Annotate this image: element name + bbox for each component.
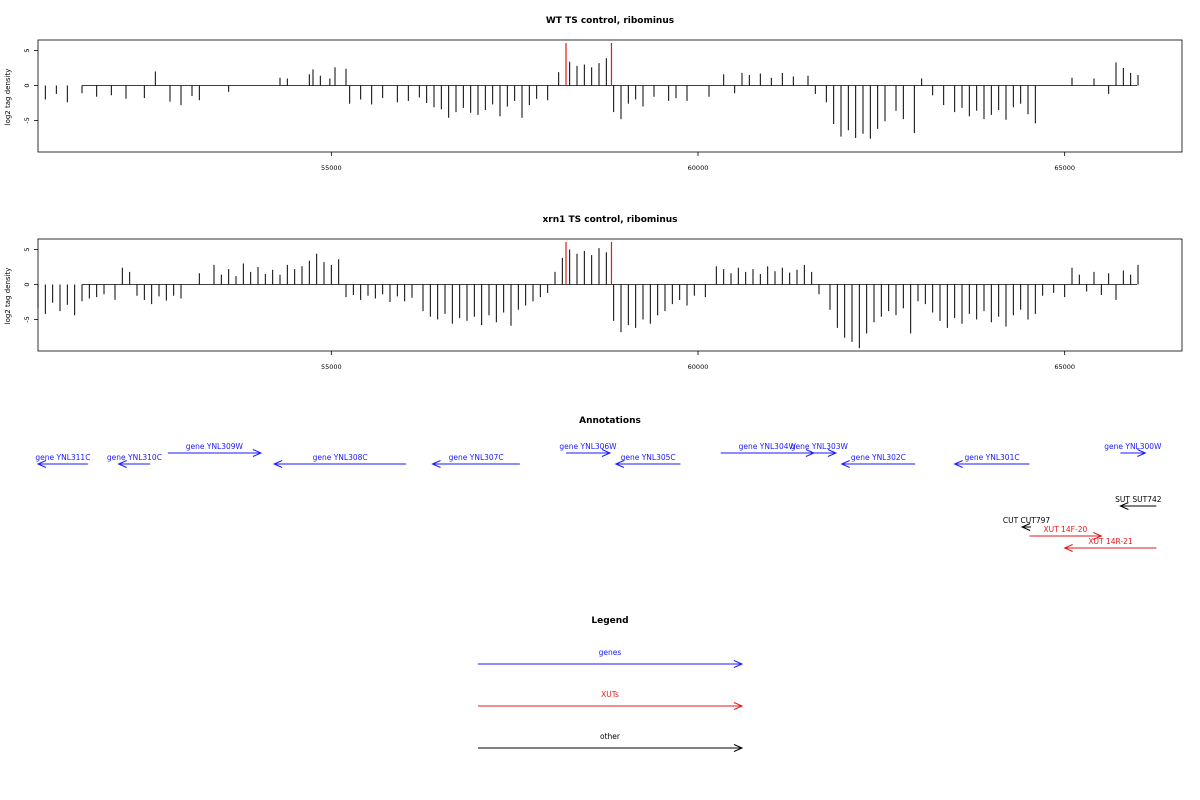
annotation-feature: SUT SUT742 — [1115, 495, 1162, 510]
arrowhead — [1093, 532, 1103, 540]
feature-label: gene YNL308C — [313, 453, 368, 462]
wt-track-xaxis: 55000 60000 65000 — [321, 152, 1075, 172]
annotation-features: gene YNL311C gene YNL310C gene YNL309W gene… — [35, 442, 1162, 552]
wt-track-bars — [44, 58, 1139, 139]
xrn1-track-xaxis: 55000 60000 65000 — [321, 351, 1075, 371]
arrowhead — [272, 460, 283, 468]
arrowhead — [840, 460, 850, 468]
feature-label: CUT CUT797 — [1003, 516, 1051, 525]
arrowhead — [252, 449, 263, 457]
feature-label: gene YNL301C — [965, 453, 1020, 462]
legend-title: Legend — [591, 616, 628, 626]
feature-label: SUT SUT742 — [1115, 495, 1162, 504]
feature-label: XUT 14F-20 — [1044, 525, 1088, 534]
xrn1-track-panel: xrn1 TS control, ribominus log2 tag dens… — [4, 215, 1183, 371]
feature-label: gene YNL300W — [1104, 442, 1162, 451]
annotation-feature: XUT 14R-21 — [1063, 537, 1157, 552]
legend-panel: Legend genes XUTs other — [478, 616, 744, 752]
arrowhead — [953, 460, 963, 468]
feature-label: gene YNL307C — [449, 453, 504, 462]
annotation-feature: CUT CUT797 — [1003, 516, 1051, 531]
arrowhead — [733, 660, 744, 668]
annotation-feature: gene YNL310C — [107, 453, 162, 468]
annotation-feature: gene YNL307C — [431, 453, 520, 468]
annotation-feature: gene YNL300W — [1104, 442, 1162, 457]
y-tick-label: 5 — [23, 247, 31, 251]
feature-label: gene YNL309W — [186, 442, 244, 451]
annotation-feature: gene YNL306W — [559, 442, 617, 457]
feature-label: gene YNL310C — [107, 453, 162, 462]
y-tick-label: -5 — [23, 316, 31, 322]
legend-items: genes XUTs other — [478, 648, 744, 752]
arrowhead — [36, 460, 47, 468]
arrowhead — [733, 744, 744, 752]
xrn1-track-highlights — [565, 242, 613, 285]
wt-track-frame — [37, 39, 1183, 153]
y-tick-label: 0 — [23, 83, 31, 87]
arrowhead — [1063, 544, 1073, 552]
xrn1-track-bars — [37, 248, 1139, 349]
arrowhead — [117, 460, 127, 468]
wt-track-highlights — [565, 43, 613, 86]
annotation-feature: gene YNL309W — [167, 442, 263, 457]
annotation-feature: gene YNL302C — [840, 453, 916, 468]
xrn1-track-title: xrn1 TS control, ribominus — [542, 215, 677, 225]
legend-item: genes — [478, 648, 744, 668]
x-tick-label: 55000 — [321, 164, 342, 172]
arrowhead — [1137, 449, 1147, 457]
annotation-feature: gene YNL303W — [791, 442, 849, 457]
wt-track-yaxis: -5 0 5 — [23, 48, 38, 124]
arrowhead — [614, 460, 625, 468]
legend-label: XUTs — [601, 690, 619, 699]
y-tick-label: 0 — [23, 282, 31, 286]
legend-item: other — [478, 732, 744, 752]
annotation-feature: XUT 14F-20 — [1029, 525, 1103, 540]
arrowhead — [827, 449, 838, 457]
wt-track-title: WT TS control, ribominus — [546, 16, 674, 26]
annotation-feature: gene YNL311C — [35, 453, 90, 468]
wt-track-ylabel: log2 tag density — [4, 69, 12, 126]
xrn1-track-ylabel: log2 tag density — [4, 268, 12, 325]
feature-label: XUT 14R-21 — [1088, 537, 1133, 546]
x-tick-label: 65000 — [1054, 164, 1075, 172]
y-tick-label: 5 — [23, 48, 31, 52]
feature-label: gene YNL302C — [851, 453, 906, 462]
y-tick-label: -5 — [23, 117, 31, 123]
x-tick-label: 65000 — [1054, 363, 1075, 371]
legend-item: XUTs — [478, 690, 744, 710]
annotation-feature: gene YNL305C — [614, 453, 681, 468]
feature-label: gene YNL303W — [791, 442, 849, 451]
feature-label: gene YNL305C — [621, 453, 676, 462]
x-tick-label: 60000 — [688, 363, 709, 371]
legend-label: other — [600, 732, 621, 741]
annotation-feature: gene YNL308C — [272, 453, 407, 468]
xrn1-track-frame — [37, 238, 1183, 352]
x-tick-label: 55000 — [321, 363, 342, 371]
arrowhead — [431, 460, 441, 468]
annotations-title: Annotations — [579, 416, 641, 426]
arrowhead — [601, 449, 612, 457]
x-tick-label: 60000 — [688, 164, 709, 172]
arrowhead — [1020, 523, 1031, 531]
wt-track-panel: WT TS control, ribominus log2 tag densit… — [4, 16, 1183, 172]
feature-label: gene YNL306W — [559, 442, 617, 451]
feature-label: gene YNL304W — [739, 442, 797, 451]
arrowhead — [1119, 502, 1129, 510]
arrowhead — [733, 702, 744, 710]
annotations-panel: Annotations gene YNL311C gene YNL310Cgene… — [35, 416, 1162, 552]
feature-label: gene YNL311C — [35, 453, 90, 462]
xrn1-track-yaxis: -5 0 5 — [23, 247, 38, 323]
annotation-feature: gene YNL301C — [953, 453, 1030, 468]
legend-label: genes — [599, 648, 622, 657]
